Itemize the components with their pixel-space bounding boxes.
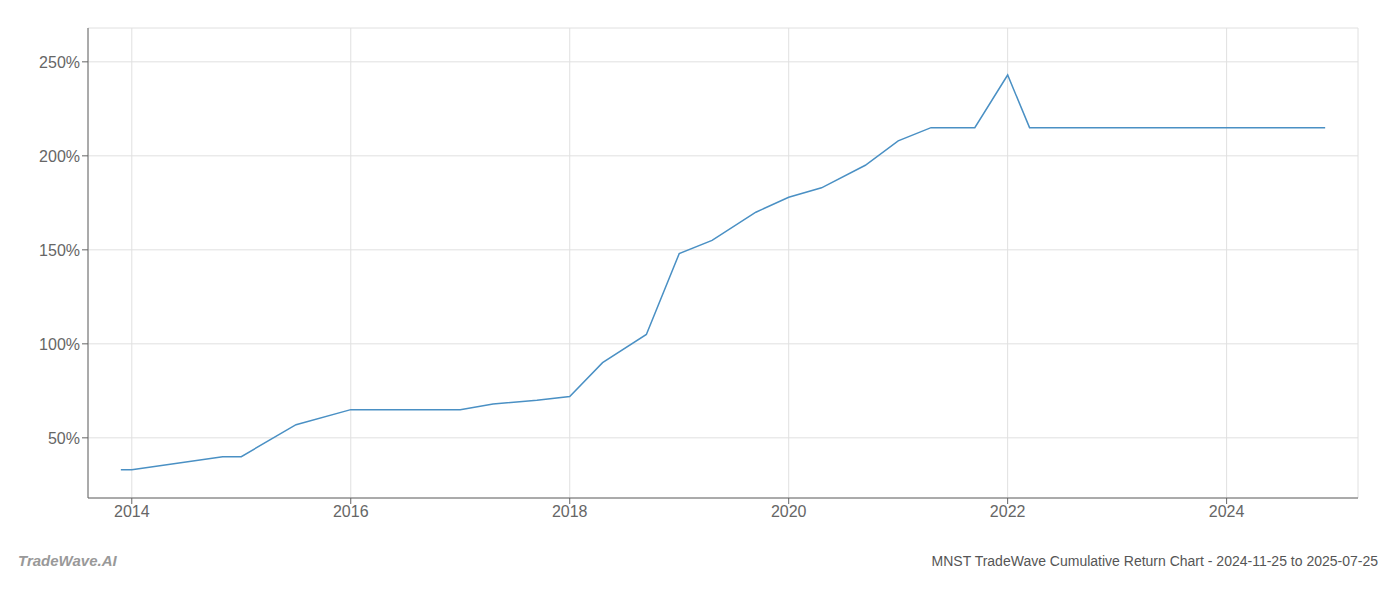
svg-text:2016: 2016 (333, 503, 369, 520)
svg-text:100%: 100% (39, 336, 80, 353)
svg-text:2024: 2024 (1209, 503, 1245, 520)
svg-text:2020: 2020 (771, 503, 807, 520)
svg-text:2018: 2018 (552, 503, 588, 520)
html-text:MNST TradeWave Cumulative Retu: MNST TradeWave Cumulative Return Chart -… (931, 553, 1378, 569)
html-text:TradeWave.AI: TradeWave.AI (18, 552, 117, 569)
svg-text:2022: 2022 (990, 503, 1026, 520)
svg-text:2014: 2014 (114, 503, 150, 520)
svg-text:150%: 150% (39, 242, 80, 259)
svg-text:50%: 50% (48, 430, 80, 447)
svg-text:200%: 200% (39, 148, 80, 165)
svg-text:250%: 250% (39, 54, 80, 71)
